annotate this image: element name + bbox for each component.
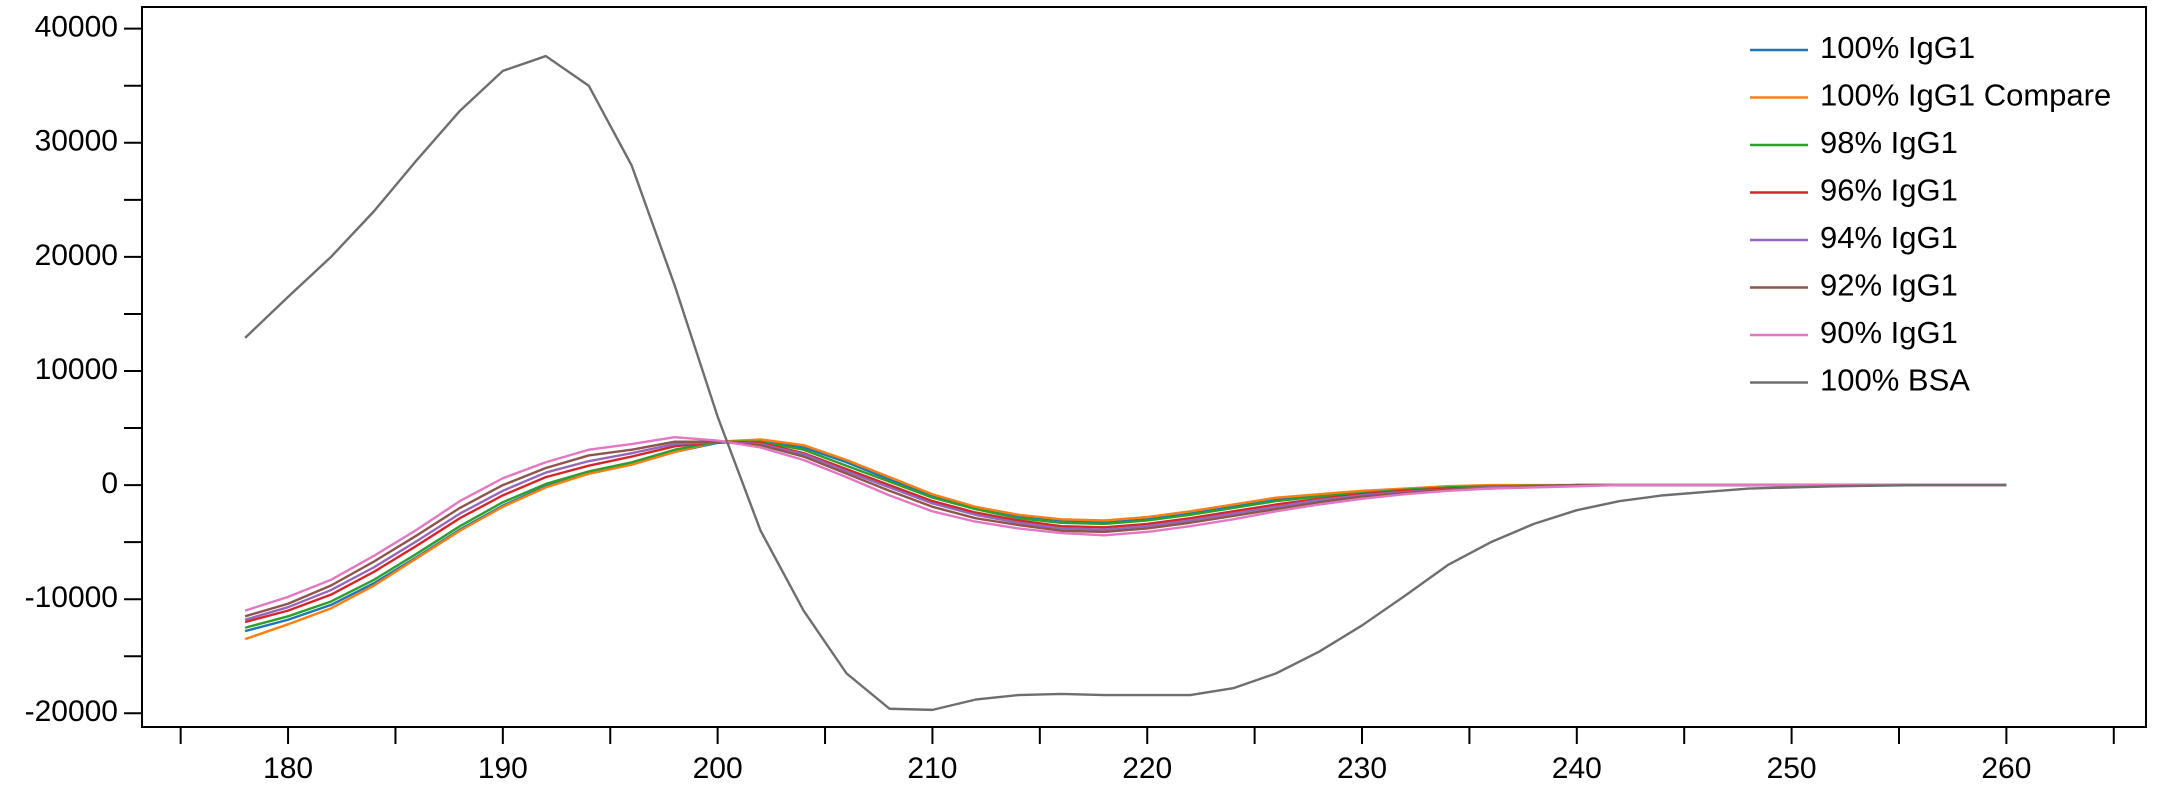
legend-label: 96% IgG1 xyxy=(1820,173,1958,208)
y-tick-label: -20000 xyxy=(25,695,118,728)
data-line xyxy=(244,440,2007,624)
y-tick-label: 40000 xyxy=(35,11,118,44)
y-tick-label: 30000 xyxy=(35,125,118,158)
x-tick-label: 240 xyxy=(1552,752,1602,785)
plot-frame xyxy=(141,6,2147,728)
legend-label: 100% IgG1 xyxy=(1820,30,1975,65)
data-line xyxy=(244,439,2007,633)
data-line xyxy=(244,438,2007,641)
y-tick-label: 20000 xyxy=(35,239,118,272)
x-tick-label: 200 xyxy=(693,752,743,785)
y-tick-label: -10000 xyxy=(25,581,118,614)
x-tick-label: 230 xyxy=(1337,752,1387,785)
legend-label: 98% IgG1 xyxy=(1820,125,1958,160)
legend-label: 100% BSA xyxy=(1820,363,1970,398)
y-tick-label: 0 xyxy=(101,467,118,500)
legend-label: 100% IgG1 Compare xyxy=(1820,78,2111,113)
y-tick-label: 10000 xyxy=(35,353,118,386)
legend-label: 90% IgG1 xyxy=(1820,315,1958,350)
data-line xyxy=(244,435,2007,612)
x-tick-label: 220 xyxy=(1122,752,1172,785)
x-tick-label: 190 xyxy=(478,752,528,785)
x-tick-label: 250 xyxy=(1767,752,1817,785)
legend-label: 92% IgG1 xyxy=(1820,268,1958,303)
x-tick-label: 260 xyxy=(1981,752,2031,785)
x-tick-label: 210 xyxy=(907,752,957,785)
legend-label: 94% IgG1 xyxy=(1820,220,1958,255)
data-line xyxy=(244,440,2007,618)
x-tick-label: 180 xyxy=(263,752,313,785)
data-line xyxy=(244,54,2007,712)
